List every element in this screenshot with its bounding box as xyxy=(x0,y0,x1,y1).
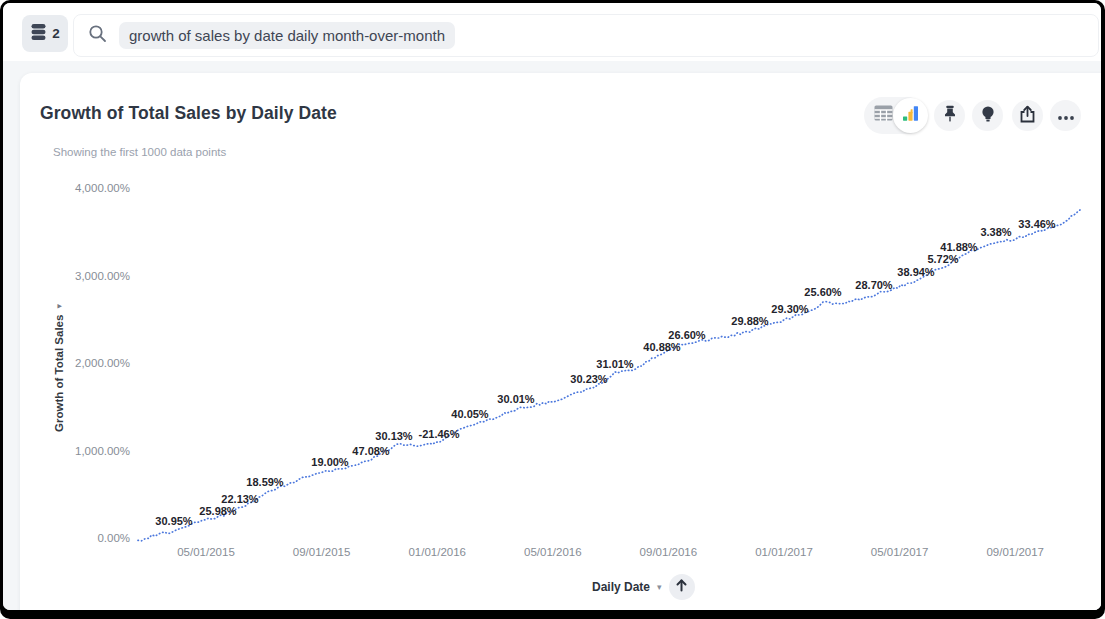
x-tick-label: 01/01/2017 xyxy=(755,546,813,558)
data-point-label: 47.08% xyxy=(352,445,389,457)
search-query-text[interactable]: growth of sales by date daily month-over… xyxy=(119,22,455,49)
data-point-label: 28.70% xyxy=(855,279,892,291)
data-points-notice: Showing the first 1000 data points xyxy=(53,146,226,158)
data-point-label: 19.00% xyxy=(311,456,348,468)
y-tick-label: 2,000.00% xyxy=(3,357,130,369)
data-point-label: 40.05% xyxy=(451,408,488,420)
data-point-label: 26.60% xyxy=(668,329,705,341)
share-icon xyxy=(1019,105,1036,127)
data-point-label: 22.13% xyxy=(221,493,258,505)
data-point-label: 5.72% xyxy=(927,253,958,265)
data-point-label: 29.88% xyxy=(731,315,768,327)
x-tick-label: 01/01/2016 xyxy=(408,546,466,558)
data-point-label: 38.94% xyxy=(897,266,934,278)
y-tick-label: 0.00% xyxy=(3,532,130,544)
table-view-button[interactable] xyxy=(873,106,893,124)
data-point-label: 18.59% xyxy=(246,476,283,488)
y-tick-label: 4,000.00% xyxy=(3,182,130,194)
x-axis-control: Daily Date ▾ xyxy=(592,574,695,600)
data-point-label: 40.88% xyxy=(643,341,680,353)
data-point-label: 33.46% xyxy=(1018,218,1055,230)
more-options-button[interactable] xyxy=(1050,100,1081,131)
ellipsis-icon xyxy=(1057,107,1075,125)
x-tick-label: 05/01/2016 xyxy=(524,546,582,558)
arrow-up-icon xyxy=(675,578,688,596)
pin-icon xyxy=(942,105,958,126)
sort-ascending-button[interactable] xyxy=(669,574,695,600)
data-point-label: -21.46% xyxy=(419,428,460,440)
data-point-label: 30.13% xyxy=(375,430,412,442)
search-input[interactable]: growth of sales by date daily month-over… xyxy=(73,14,1099,57)
data-point-label: 30.23% xyxy=(570,373,607,385)
database-selector-button[interactable]: 2 xyxy=(22,15,68,52)
data-point-label: 30.95% xyxy=(155,515,192,527)
pin-button[interactable] xyxy=(934,100,965,131)
share-button[interactable] xyxy=(1012,100,1043,131)
chevron-down-icon[interactable]: ▾ xyxy=(657,582,662,592)
x-tick-label: 09/01/2016 xyxy=(640,546,698,558)
page-title: Growth of Total Sales by Daily Date xyxy=(40,103,337,124)
data-point-label: 3.38% xyxy=(980,226,1011,238)
data-point-label: 25.98% xyxy=(199,505,236,517)
y-tick-label: 3,000.00% xyxy=(3,270,130,282)
data-point-label: 31.01% xyxy=(596,358,633,370)
database-count: 2 xyxy=(52,26,60,41)
table-icon xyxy=(874,105,893,125)
data-point-label: 29.30% xyxy=(771,303,808,315)
x-tick-label: 05/01/2015 xyxy=(177,546,235,558)
top-bar: 2 growth of sales by date daily month-ov… xyxy=(3,3,1101,61)
app-screen: 2 growth of sales by date daily month-ov… xyxy=(3,3,1101,610)
insights-button[interactable] xyxy=(972,100,1003,131)
x-axis-title[interactable]: Daily Date xyxy=(592,580,650,594)
chart-view-button[interactable] xyxy=(893,98,928,133)
x-tick-label: 09/01/2015 xyxy=(293,546,351,558)
x-tick-label: 09/01/2017 xyxy=(986,546,1044,558)
chevron-down-icon: ▾ xyxy=(54,304,64,309)
data-point-label: 41.88% xyxy=(940,241,977,253)
x-tick-label: 05/01/2017 xyxy=(871,546,929,558)
search-icon xyxy=(87,23,108,48)
y-tick-label: 1,000.00% xyxy=(3,445,130,457)
chart-icon xyxy=(902,105,919,126)
lightbulb-icon xyxy=(980,105,996,127)
data-point-label: 25.60% xyxy=(804,286,841,298)
data-point-label: 30.01% xyxy=(497,393,534,405)
window-frame: 2 growth of sales by date daily month-ov… xyxy=(0,0,1105,619)
database-icon xyxy=(30,23,47,45)
